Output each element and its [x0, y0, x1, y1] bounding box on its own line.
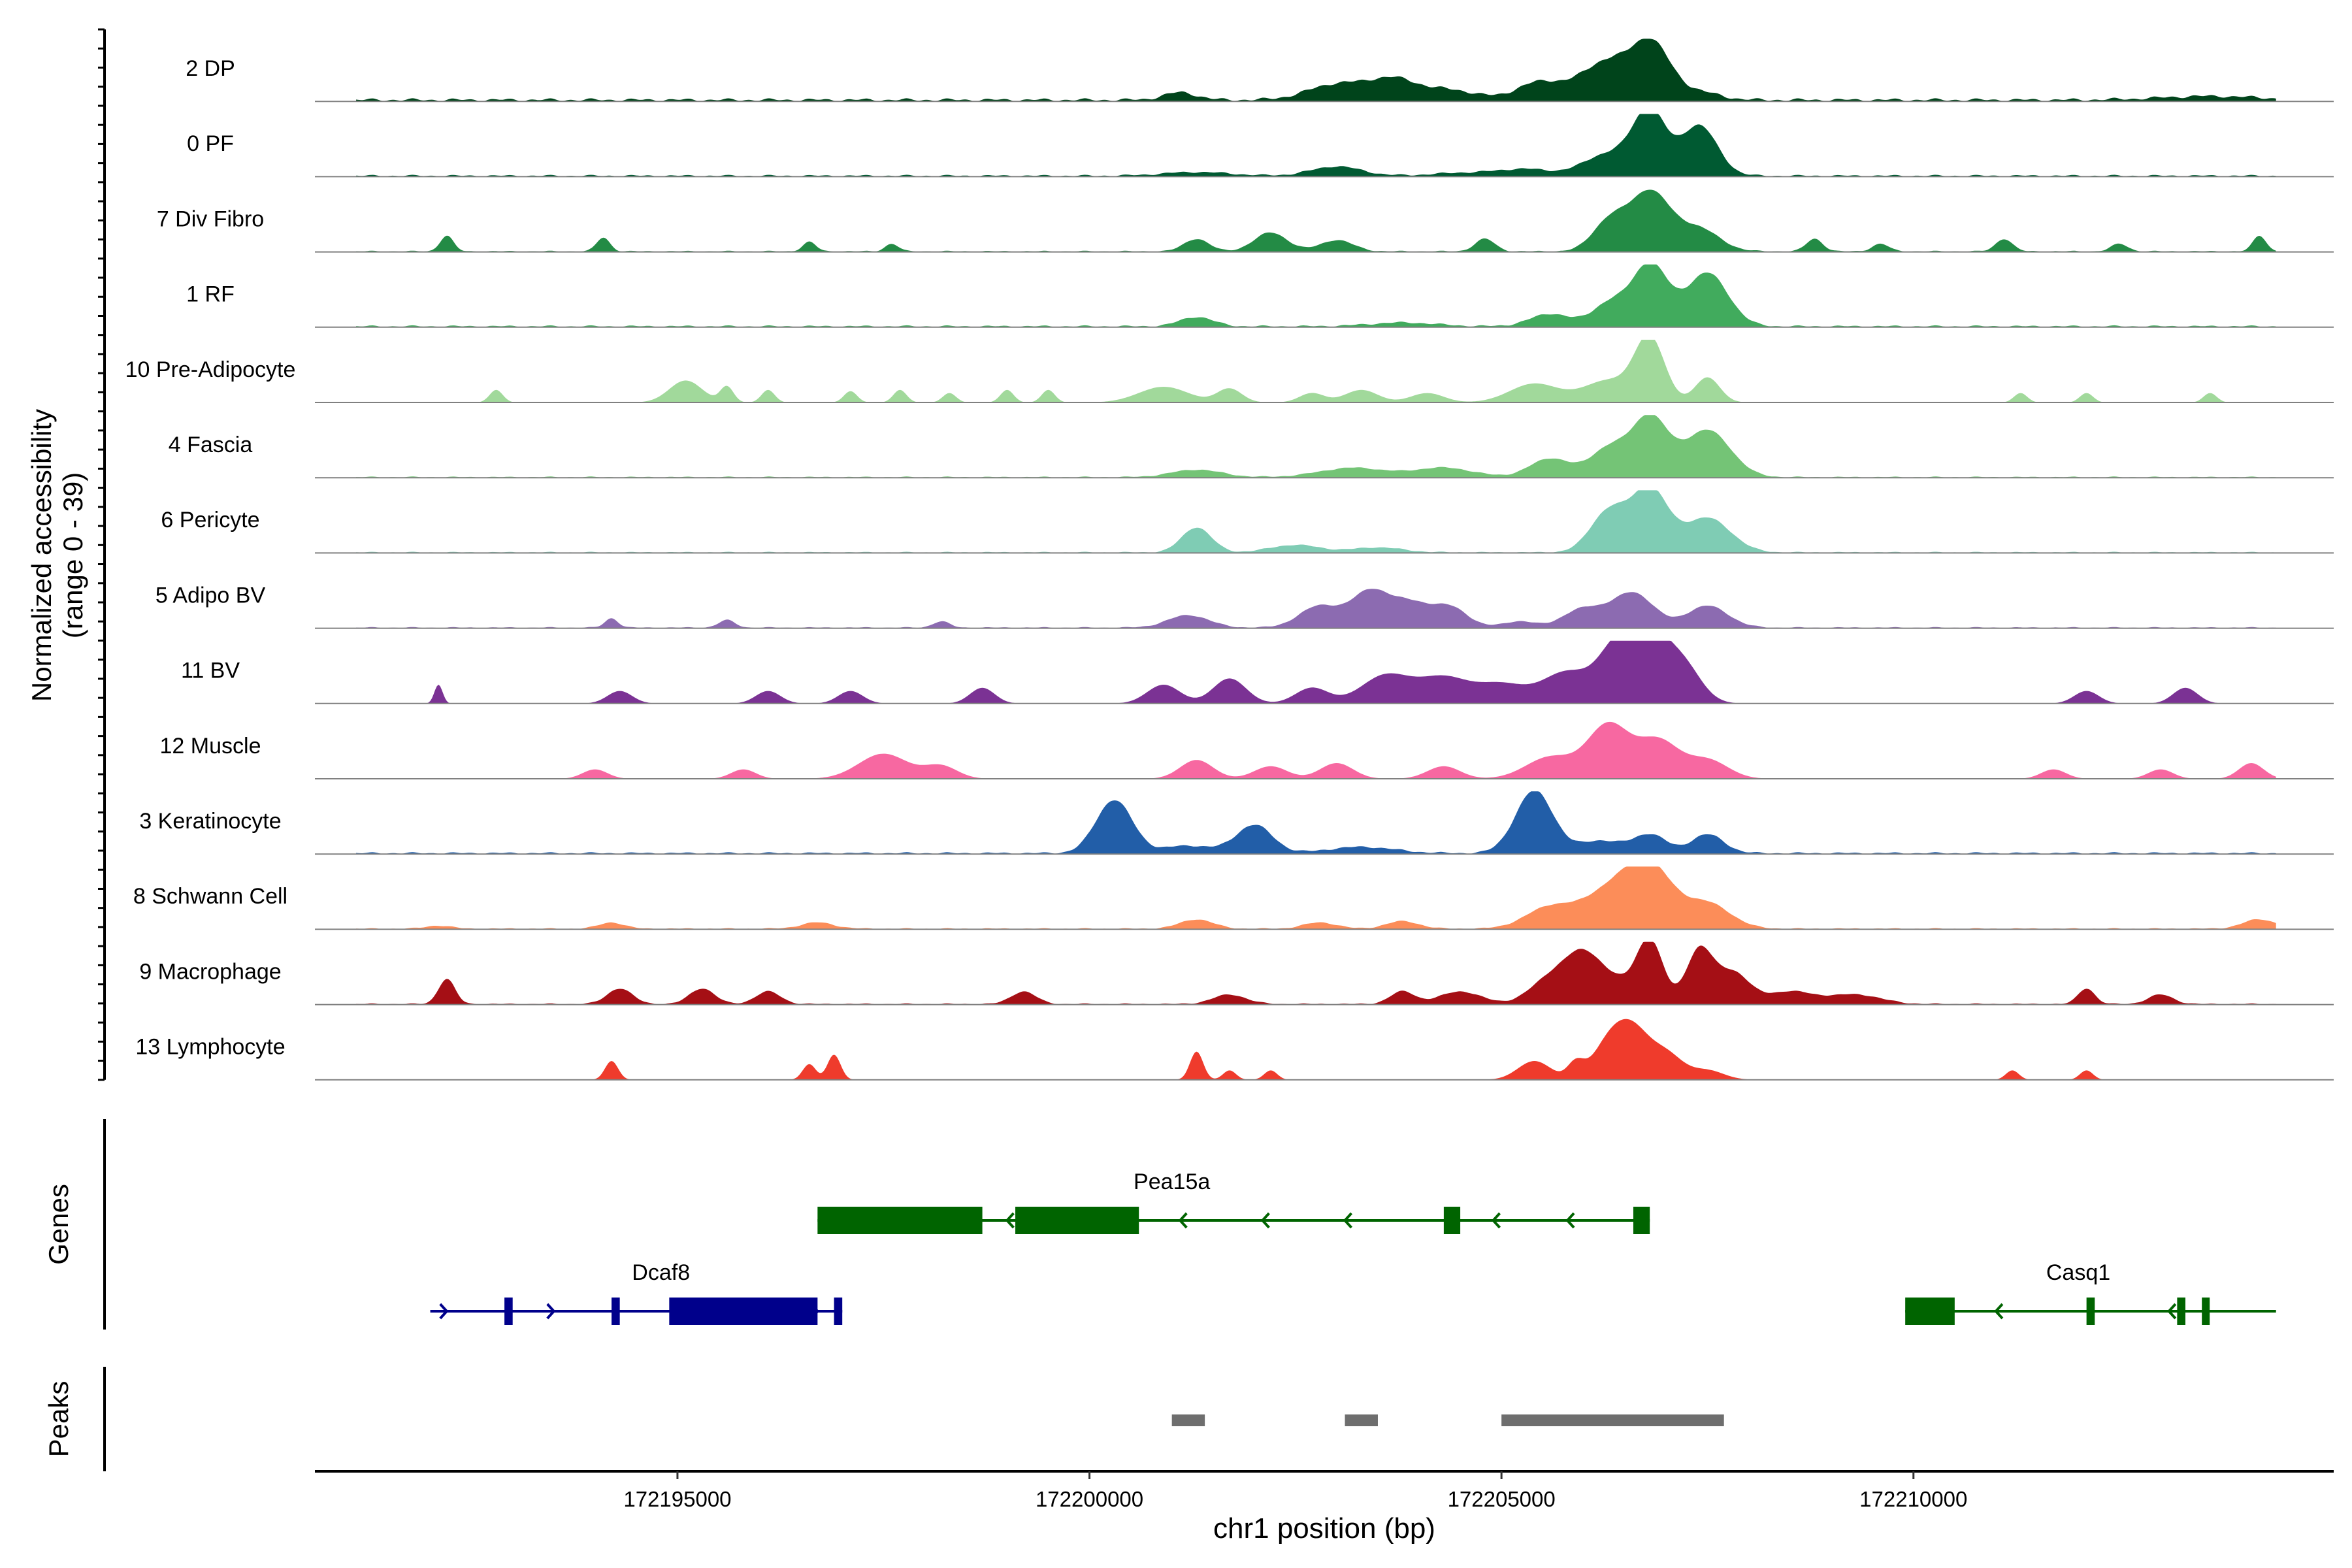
track-label: 0 PF [187, 131, 234, 156]
track-profile [356, 490, 2276, 553]
gene-strand-arrow [1343, 1212, 1353, 1229]
track-profile [356, 941, 2276, 1005]
peak-region [1345, 1414, 1378, 1426]
track-profile [356, 866, 2276, 930]
gene-exon [1905, 1298, 1955, 1325]
gene-exon [2086, 1298, 2095, 1325]
x-tick-label: 172210000 [1859, 1487, 1967, 1511]
gene-exon [612, 1298, 620, 1325]
track-label: 8 Schwann Cell [133, 884, 287, 909]
coverage-tracks: 2 DP 0 PF 7 Div Fibro 1 RF 10 Pre-Adipocyte 4… [125, 39, 2334, 1081]
gene-exon [817, 1207, 983, 1234]
track-label: 5 Adipo BV [155, 583, 266, 608]
track-profile [356, 589, 2276, 629]
track-4: 10 Pre-Adipocyte [125, 340, 2334, 403]
gene-dcaf8: Dcaf8 [430, 1260, 843, 1325]
track-6: 6 Pericyte [161, 490, 2334, 554]
gene-strand-arrow [1565, 1212, 1575, 1229]
track-label: 12 Muscle [160, 734, 261, 759]
gene-strand-arrow [1178, 1212, 1188, 1229]
gene-exon [504, 1298, 513, 1325]
track-profile [356, 39, 2276, 102]
track-label: 9 Macrophage [139, 959, 281, 984]
x-tick-label: 172200000 [1036, 1487, 1143, 1511]
track-profile [356, 791, 2276, 855]
track-7: 5 Adipo BV [155, 583, 2334, 629]
track-11: 8 Schwann Cell [133, 866, 2334, 930]
gene-exon [2177, 1298, 2185, 1325]
gene-label: Casq1 [2046, 1260, 2110, 1285]
track-1: 0 PF [187, 114, 2334, 178]
track-profile [356, 415, 2276, 478]
track-profile [356, 1019, 2276, 1080]
gene-exon [834, 1298, 843, 1325]
genes-panel-label: Genes [43, 1184, 74, 1265]
track-9: 12 Muscle [160, 721, 2334, 779]
track-2: 7 Div Fibro [157, 189, 2334, 253]
x-tick-label: 172195000 [623, 1487, 731, 1511]
gene-exon [669, 1298, 818, 1325]
gene-exon [1443, 1207, 1461, 1234]
track-profile [356, 640, 2276, 704]
track-label: 7 Div Fibro [157, 206, 264, 231]
gene-exon [1015, 1207, 1139, 1234]
peak-region [1501, 1414, 1724, 1426]
track-label: 6 Pericyte [161, 508, 259, 532]
track-label: 4 Fascia [169, 433, 253, 457]
track-13: 13 Lymphocyte [135, 1019, 2334, 1081]
track-label: 1 RF [186, 282, 235, 307]
peak-region [1171, 1414, 1205, 1426]
track-label: 2 DP [186, 56, 235, 81]
track-8: 11 BV [181, 640, 2334, 704]
peaks-track [1171, 1414, 1724, 1426]
genes-track: Pea15a Dcaf8 Casq1 [430, 1169, 2276, 1325]
gene-strand-arrow [1994, 1303, 2004, 1320]
track-profile [356, 340, 2276, 402]
track-0: 2 DP [186, 39, 2334, 103]
x-axis-label: chr1 position (bp) [1213, 1512, 1435, 1544]
gene-exon [2202, 1298, 2210, 1325]
track-profile [356, 114, 2276, 177]
track-profile [356, 264, 2276, 327]
gene-label: Pea15a [1134, 1169, 1210, 1194]
track-12: 9 Macrophage [139, 941, 2334, 1005]
track-10: 3 Keratinocyte [139, 791, 2334, 855]
x-tick-label: 172205000 [1448, 1487, 1556, 1511]
gene-casq1: Casq1 [1905, 1260, 2276, 1325]
track-profile [356, 721, 2276, 779]
gene-exon [1633, 1207, 1650, 1234]
coverage-y-axis [98, 28, 106, 1081]
track-label: 11 BV [181, 659, 240, 683]
track-label: 13 Lymphocyte [135, 1035, 285, 1060]
x-axis-ticks: 172195000 172200000 172205000 172210000 [623, 1471, 1967, 1511]
track-profile [356, 189, 2276, 252]
gene-strand-arrow [546, 1303, 556, 1320]
gene-label: Dcaf8 [632, 1260, 690, 1285]
peaks-panel-label: Peaks [43, 1381, 74, 1458]
track-5: 4 Fascia [169, 415, 2334, 479]
track-3: 1 RF [186, 264, 2334, 328]
gene-strand-arrow [2167, 1303, 2177, 1320]
gene-strand-arrow [1491, 1212, 1501, 1229]
track-label: 10 Pre-Adipocyte [125, 357, 296, 382]
track-label: 3 Keratinocyte [139, 809, 281, 834]
y-axis-label-range: (range 0 - 39) [57, 472, 88, 638]
gene-strand-arrow [439, 1303, 449, 1320]
gene-pea15a: Pea15a [817, 1169, 1650, 1234]
gene-strand-arrow [1260, 1212, 1270, 1229]
y-axis-label: Normalized accessibility [26, 409, 57, 702]
gene-strand-arrow [1005, 1212, 1015, 1229]
